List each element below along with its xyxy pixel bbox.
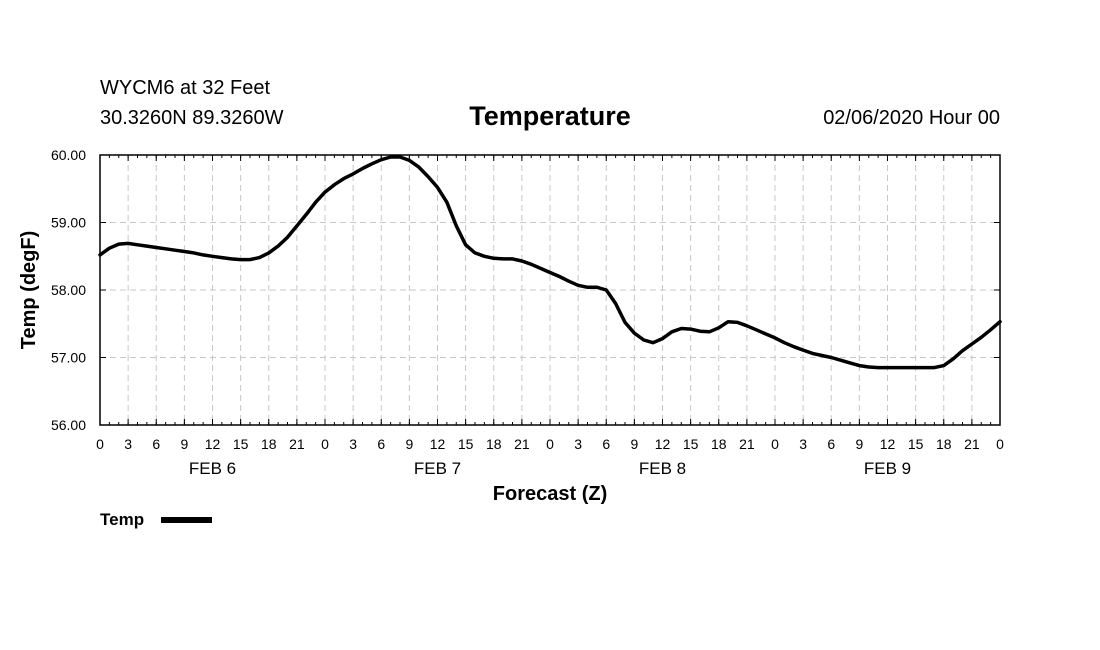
- x-tick-label: 15: [908, 436, 924, 452]
- grid: [100, 155, 1000, 425]
- x-tick-label: 6: [152, 436, 160, 452]
- x-tick-label: 0: [546, 436, 554, 452]
- run-timestamp: 02/06/2020 Hour 00: [823, 107, 1000, 129]
- x-tick-label: 21: [514, 436, 530, 452]
- x-tick-label: 15: [458, 436, 474, 452]
- x-tick-label: 21: [964, 436, 980, 452]
- station-label: WYCM6 at 32 Feet: [100, 77, 271, 99]
- x-tick-label: 12: [430, 436, 446, 452]
- station-coords: 30.3260N 89.3260W: [100, 107, 284, 129]
- x-axis-label: Forecast (Z): [493, 483, 607, 505]
- y-tick-label: 58.00: [51, 282, 86, 298]
- x-tick-label: 18: [261, 436, 277, 452]
- x-tick-label: 9: [855, 436, 863, 452]
- plot-frame: [99, 154, 1001, 426]
- y-tick-label: 59.00: [51, 215, 86, 231]
- x-tick-label: 0: [996, 436, 1004, 452]
- y-tick-label: 57.00: [51, 350, 86, 366]
- chart-title: Temperature: [469, 101, 631, 131]
- x-tick-label: 3: [349, 436, 357, 452]
- x-tick-label: 21: [739, 436, 755, 452]
- date-label: FEB 7: [414, 459, 461, 478]
- x-tick-label: 6: [827, 436, 835, 452]
- x-tick-label: 3: [574, 436, 582, 452]
- x-tick-label: 12: [205, 436, 221, 452]
- x-tick-label: 15: [233, 436, 249, 452]
- date-label: FEB 6: [189, 459, 236, 478]
- x-tick-label: 18: [711, 436, 727, 452]
- x-tick-label: 0: [321, 436, 329, 452]
- x-tick-label: 18: [936, 436, 952, 452]
- x-tick-label: 3: [124, 436, 132, 452]
- x-tick-label: 9: [630, 436, 638, 452]
- legend-label: Temp: [100, 510, 144, 529]
- x-tick-label: 6: [377, 436, 385, 452]
- x-tick-label: 15: [683, 436, 699, 452]
- y-tick-labels: 56.00 57.00 58.00 59.00 60.00: [51, 147, 86, 433]
- x-tick-label: 9: [405, 436, 413, 452]
- x-tick-label: 6: [602, 436, 610, 452]
- x-tick-labels: 0 3 6 9 12 15 18 21 0 3 6 9 12 15 18 21 0 3 6 9 12 15 18 21 0 3 6 9…: [96, 436, 1004, 452]
- date-labels: FEB 6 FEB 7 FEB 8 FEB 9: [189, 459, 911, 478]
- y-tick-label: 60.00: [51, 147, 86, 163]
- x-tick-label: 0: [771, 436, 779, 452]
- y-tick-label: 56.00: [51, 417, 86, 433]
- x-tick-label: 12: [880, 436, 896, 452]
- x-tick-label: 21: [289, 436, 305, 452]
- legend-swatch: [161, 517, 212, 523]
- y-axis-label: Temp (degF): [18, 231, 40, 350]
- x-tick-label: 0: [96, 436, 104, 452]
- x-tick-label: 3: [799, 436, 807, 452]
- x-tick-label: 9: [180, 436, 188, 452]
- date-label: FEB 9: [864, 459, 911, 478]
- temp-series-line: [98, 155, 1002, 370]
- date-label: FEB 8: [639, 459, 686, 478]
- x-tick-label: 18: [486, 436, 502, 452]
- x-tick-label: 12: [655, 436, 671, 452]
